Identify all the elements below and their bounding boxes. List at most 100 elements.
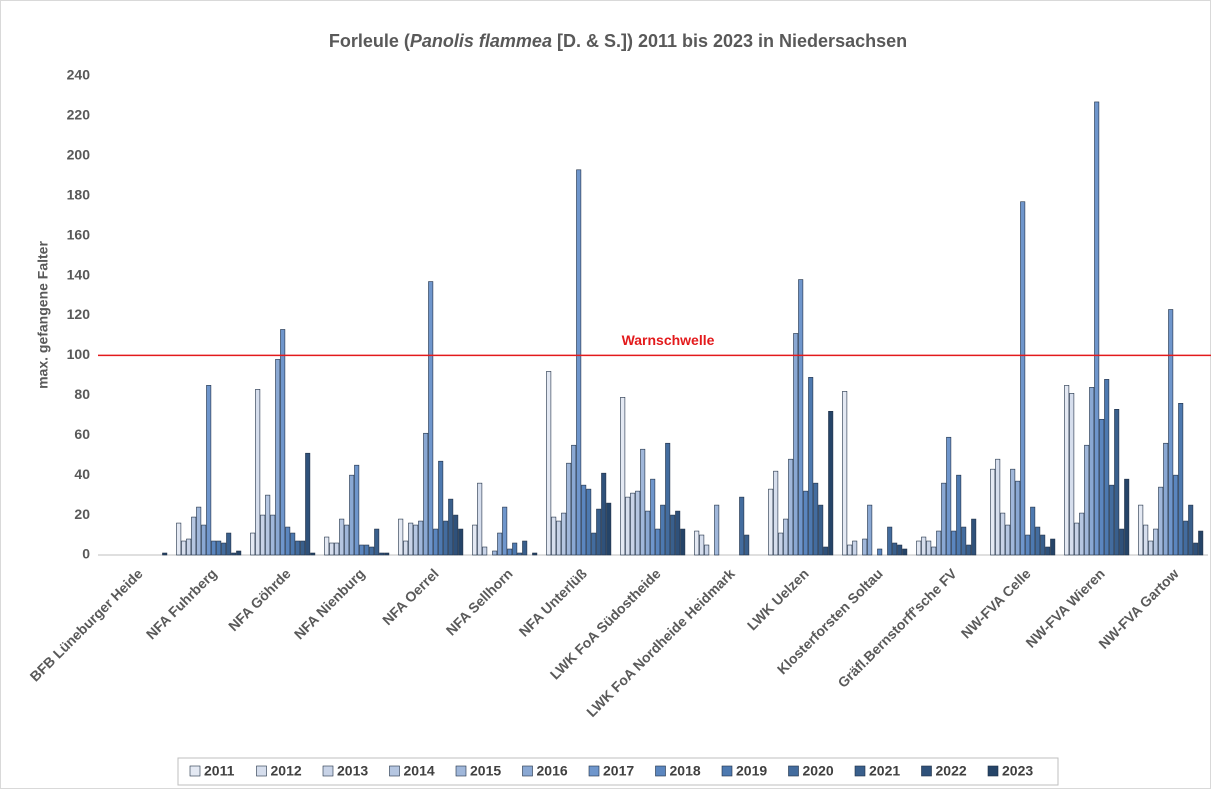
bar xyxy=(403,540,409,556)
bar xyxy=(813,482,819,556)
legend-label: 2014 xyxy=(404,763,435,779)
bar xyxy=(1025,534,1031,556)
bar xyxy=(576,169,582,556)
bar xyxy=(645,510,651,556)
bar xyxy=(936,530,942,556)
bar xyxy=(512,542,518,556)
title-part: Panolis flammea xyxy=(410,31,552,51)
bar xyxy=(275,359,281,556)
bar xyxy=(581,484,587,556)
bar xyxy=(931,546,937,556)
bar xyxy=(482,546,488,556)
bar xyxy=(1020,201,1026,556)
legend-label: 2015 xyxy=(470,763,501,779)
legend-swatch xyxy=(455,765,467,777)
bar xyxy=(739,496,745,556)
bar xyxy=(571,444,577,556)
bar xyxy=(428,281,434,556)
bar xyxy=(423,432,429,556)
bar xyxy=(1114,409,1120,556)
bar xyxy=(966,544,972,556)
bar xyxy=(694,530,700,556)
bar xyxy=(265,494,271,556)
bar xyxy=(926,540,932,556)
bar xyxy=(620,397,626,556)
bar xyxy=(433,528,439,556)
bar xyxy=(270,514,276,556)
bar xyxy=(339,518,345,556)
y-axis-label: max. gefangene Falter xyxy=(35,241,51,389)
legend-label: 2017 xyxy=(603,763,634,779)
bar xyxy=(714,504,720,556)
bar xyxy=(1168,309,1174,556)
bar xyxy=(324,536,330,556)
bar xyxy=(359,544,365,556)
bar xyxy=(783,518,789,556)
bar xyxy=(517,552,523,556)
legend-swatch xyxy=(721,765,733,777)
y-tick-label: 140 xyxy=(67,266,91,282)
bar xyxy=(1124,478,1130,556)
bar xyxy=(956,474,962,556)
legend-swatch xyxy=(987,765,999,777)
y-tick-label: 60 xyxy=(74,426,90,442)
bar xyxy=(1163,442,1169,556)
bar xyxy=(921,536,927,556)
bar xyxy=(902,548,908,556)
bar xyxy=(887,526,893,556)
legend-swatch xyxy=(389,765,400,777)
bar xyxy=(443,520,449,556)
bar xyxy=(1109,484,1115,556)
bar xyxy=(1040,534,1046,556)
bar xyxy=(305,452,311,556)
bar xyxy=(236,550,242,556)
bar xyxy=(1030,506,1036,556)
legend-label: 2020 xyxy=(803,763,834,779)
bar xyxy=(867,504,873,556)
bar xyxy=(635,490,641,556)
bar xyxy=(1069,393,1075,556)
y-tick-label: 20 xyxy=(74,506,90,522)
bar xyxy=(255,389,261,556)
bar xyxy=(1000,512,1006,556)
y-tick-label: 80 xyxy=(74,386,90,402)
y-tick-label: 0 xyxy=(82,546,90,562)
bar xyxy=(438,460,444,556)
bar xyxy=(1138,504,1144,556)
bar xyxy=(877,548,883,556)
bar xyxy=(369,546,375,556)
bar xyxy=(349,474,355,556)
bar xyxy=(250,532,256,556)
bar xyxy=(1015,480,1021,556)
bar xyxy=(842,391,848,556)
bar xyxy=(556,520,562,556)
bar xyxy=(1084,444,1090,556)
y-tick-label: 240 xyxy=(67,67,91,83)
bar xyxy=(773,470,779,556)
title-part: [D. & S.]) 2011 bis 2023 in Niedersachse… xyxy=(552,31,907,51)
bar xyxy=(418,520,424,556)
bar xyxy=(196,506,202,556)
bar xyxy=(704,544,710,556)
title-part: Forleule ( xyxy=(329,31,410,51)
bar xyxy=(458,528,464,556)
bar xyxy=(384,552,390,556)
bar xyxy=(946,436,952,556)
y-tick-label: 200 xyxy=(67,147,91,163)
bar xyxy=(502,506,508,556)
bar xyxy=(551,516,557,556)
bar xyxy=(1148,540,1154,556)
bar xyxy=(665,442,671,556)
bar xyxy=(675,510,681,556)
legend-label: 2016 xyxy=(537,763,568,779)
bar xyxy=(354,464,360,556)
bar xyxy=(561,512,567,556)
bar xyxy=(176,522,182,556)
bar xyxy=(1143,524,1149,556)
bar xyxy=(300,540,306,556)
bar xyxy=(586,488,592,556)
bar xyxy=(507,548,513,556)
bar xyxy=(961,526,967,556)
bar xyxy=(601,472,607,556)
